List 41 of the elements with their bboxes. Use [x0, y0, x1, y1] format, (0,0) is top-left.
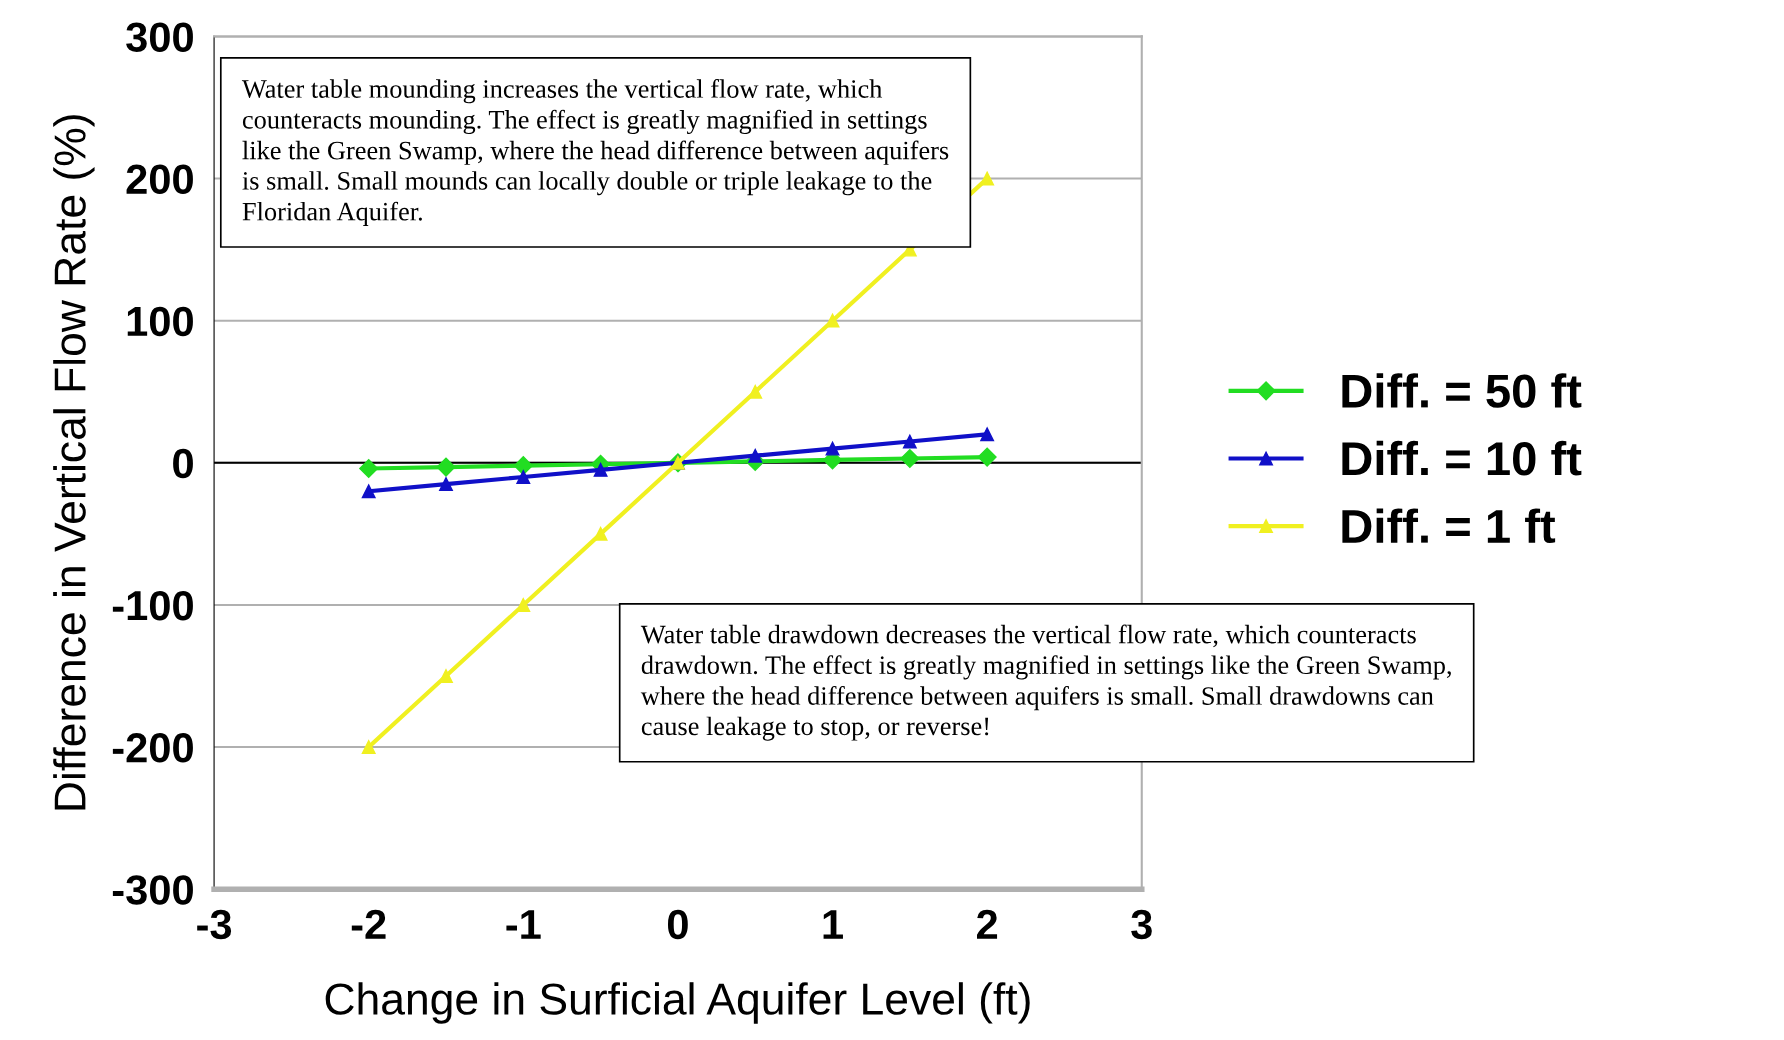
x-tick-label: -2 — [351, 909, 386, 939]
y-tick-label: 100 — [127, 306, 193, 337]
point — [593, 526, 608, 541]
point — [439, 477, 453, 492]
legend-label: Diff. = 1 ft — [1342, 508, 1556, 544]
point — [516, 597, 531, 612]
point — [436, 457, 456, 477]
point — [361, 740, 376, 755]
y-tick-label: 200 — [126, 164, 193, 195]
x-tick-label: 0 — [667, 909, 688, 940]
point — [513, 456, 533, 476]
point — [977, 447, 997, 467]
point — [593, 462, 608, 477]
y-tick-label: -300 — [112, 875, 193, 905]
point — [516, 470, 531, 484]
y-tick-label: 300 — [126, 22, 193, 52]
point — [980, 171, 995, 186]
y-axis-title: Difference in Vertical Flow Rate (%) — [53, 115, 95, 810]
x-tick-label: 3 — [1131, 909, 1152, 940]
point — [825, 441, 840, 456]
point — [980, 427, 995, 442]
point — [748, 384, 763, 399]
point — [900, 449, 920, 469]
point — [439, 669, 453, 683]
x-axis-title: Change in Surficial Aquifer Level (ft) — [325, 982, 1030, 1024]
annotation: Water table mounding increases the vertical flow rate, which counteracts mounding. The effect is greatly magnified in settings like the Green Swamp, where the head difference between aquifers is small. Small mounds can locally double or triple leakage to the Floridan Aquifer. — [241, 79, 949, 226]
x-tick-label: -3 — [197, 909, 232, 940]
legend-label: Diff. = 10 ft — [1342, 440, 1582, 476]
x-tick-label: 1 — [823, 910, 843, 939]
x-tick-label: 2 — [977, 909, 998, 939]
point — [361, 484, 376, 499]
legend-label: Diff. = 50 ft — [1342, 373, 1582, 408]
y-tick-label: 0 — [173, 448, 193, 479]
point — [359, 458, 379, 479]
point — [825, 313, 840, 328]
point — [902, 434, 917, 449]
point — [748, 448, 763, 463]
x-tick-label: -1 — [506, 910, 541, 939]
y-tick-label: -200 — [112, 733, 193, 763]
y-tick-label: -100 — [112, 590, 193, 621]
annotation: Water table drawdown decreases the vertical flow rate, which counteracts drawdown. The effect is greatly magnified in settings like the Green Swamp, where the head difference between aquifers is small. Small drawdowns can cause leakage to stop, or reverse! — [640, 624, 1451, 741]
